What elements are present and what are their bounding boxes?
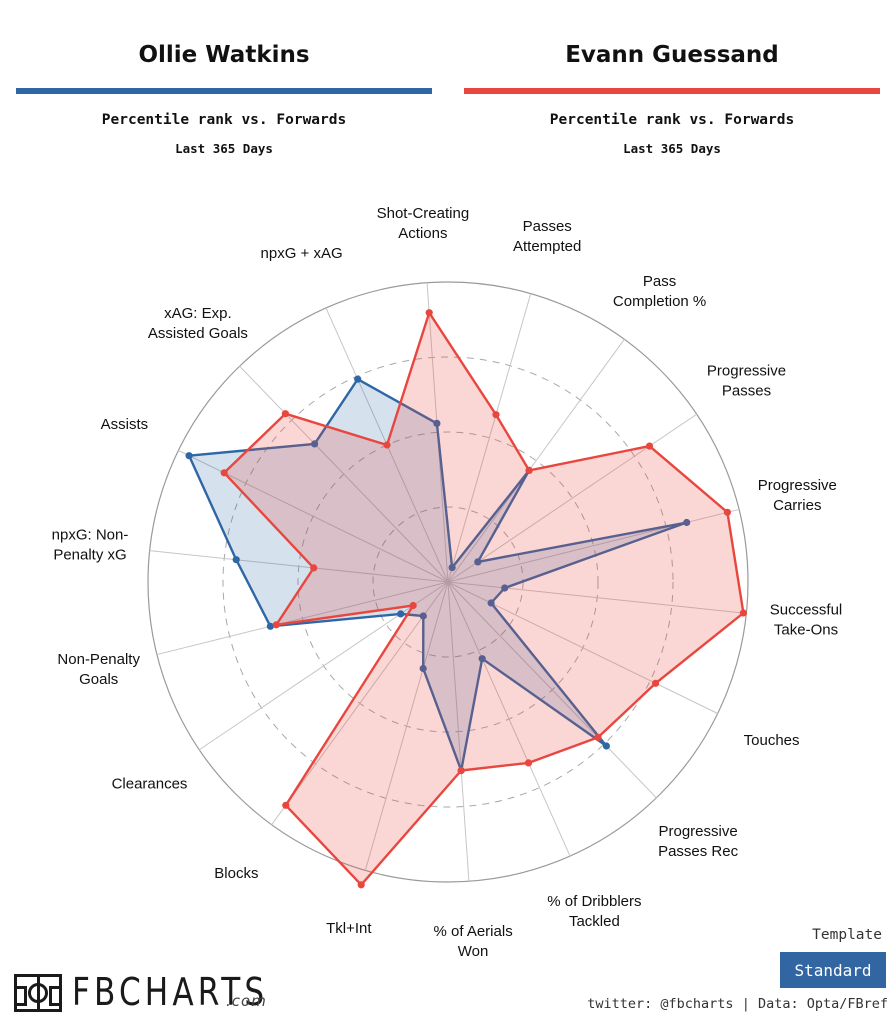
series-1-point-12 — [397, 610, 405, 618]
spoke-4 — [447, 508, 740, 583]
axis-label-14: npxG: Non-Penalty xG — [52, 526, 129, 563]
axis-label-17: npxG + xAG — [261, 245, 343, 262]
series-2-point-13 — [272, 621, 280, 629]
radar-axis-labels: Shot-Creating Actions Passes Attempted Pass C… — [52, 205, 843, 960]
player2-name: Evann Guessand — [565, 42, 779, 68]
grid-ring-3 — [222, 356, 674, 808]
series-1-point-10 — [419, 664, 427, 673]
spoke-5 — [447, 581, 747, 614]
spoke-10 — [364, 581, 449, 871]
series-1-point-11 — [419, 612, 427, 620]
player2-subtitle: Percentile rank vs. Forwards — [549, 112, 795, 128]
logo-suffix: .com — [226, 992, 267, 1010]
player2-color-bar — [464, 88, 880, 94]
player1-name: Ollie Watkins — [138, 42, 310, 68]
series-2-point-0 — [425, 309, 433, 317]
axis-label-5: Successful Take-Ons — [770, 602, 843, 639]
player1-subtitle: Percentile rank vs. Forwards — [101, 112, 347, 128]
spoke-13 — [156, 581, 449, 656]
spoke-1 — [447, 293, 532, 583]
axis-label-15: Assists — [101, 416, 149, 433]
data-credit: twitter: @fbcharts | Data: Opta/FBref — [587, 996, 888, 1012]
spoke-8 — [447, 581, 571, 857]
axis-label-16: xAG: Exp. Assisted Goals — [148, 305, 248, 342]
series-2-point-8 — [524, 759, 533, 767]
template-label: Template — [812, 927, 882, 943]
series-1-point-4 — [683, 518, 691, 527]
series-1-point-17 — [354, 375, 362, 383]
axis-label-3: Progressive Passes — [707, 363, 786, 400]
series-2-point-17 — [383, 441, 391, 449]
radar-series — [185, 309, 748, 889]
series-2-point-7 — [594, 733, 602, 742]
player2-period: Last 365 Days — [623, 141, 721, 156]
outer-ring — [147, 281, 749, 883]
series-2-point-2 — [525, 466, 533, 474]
axis-label-12: Clearances — [112, 775, 188, 792]
player1-period: Last 365 Days — [175, 141, 273, 156]
series-2-point-6 — [652, 679, 660, 687]
spoke-7 — [447, 581, 657, 799]
spoke-12 — [199, 581, 449, 751]
axis-label-13: Non-Penalty Goals — [57, 651, 140, 688]
series-1-point-6 — [487, 599, 495, 607]
spoke-11 — [271, 581, 449, 825]
series-1-point-7 — [602, 742, 611, 750]
axis-label-11: Blocks — [214, 865, 258, 882]
series-1-point-16 — [311, 440, 319, 448]
spoke-2 — [447, 339, 625, 583]
series-1-point-15 — [185, 452, 193, 460]
axis-label-7: Progressive Passes Rec — [658, 823, 739, 860]
axis-label-4: Progressive Carries — [758, 477, 837, 514]
series-2-point-1 — [492, 411, 500, 419]
fbcharts-logo[interactable]: FBCHARTS .com — [14, 968, 311, 1012]
series-2-point-15 — [220, 469, 228, 477]
series-1-point-8 — [478, 655, 486, 663]
axis-label-10: Tkl+Int — [326, 920, 372, 937]
series-1-point-3 — [474, 558, 482, 566]
axis-label-6: Touches — [744, 732, 800, 749]
series-1-point-1 — [448, 564, 456, 572]
series-2-point-16 — [281, 410, 289, 418]
series-2-point-12 — [409, 601, 417, 610]
axis-label-1: Passes Attempted — [513, 218, 581, 255]
series-1-point-13 — [266, 622, 274, 630]
series-2-point-3 — [645, 442, 654, 450]
series-1-point-0 — [433, 419, 441, 427]
series-area-2 — [222, 311, 745, 886]
spoke-3 — [447, 413, 697, 583]
axis-label-8: % of Dribblers Tackled — [547, 893, 641, 930]
series-1-point-14 — [232, 556, 240, 564]
axis-label-2: Pass Completion % — [613, 273, 706, 310]
series-2-point-5 — [739, 609, 748, 617]
axis-label-9: % of Aerials Won — [433, 923, 512, 960]
logo-text: FBCHARTS — [72, 970, 269, 1014]
player1-color-bar — [16, 88, 432, 94]
spoke-16 — [239, 365, 449, 583]
template-badge[interactable]: Standard — [780, 952, 886, 988]
pitch-icon — [14, 974, 62, 1012]
series-2-point-14 — [310, 564, 318, 572]
series-2-point-9 — [457, 766, 465, 775]
series-1-point-5 — [501, 584, 509, 592]
series-2-point-10 — [357, 881, 365, 889]
spoke-14 — [149, 550, 449, 583]
axis-label-0: Shot-Creating Actions — [377, 205, 470, 242]
series-2-point-11 — [282, 801, 290, 809]
spoke-9 — [447, 581, 470, 882]
radar-grid — [147, 281, 749, 883]
series-2-point-4 — [723, 508, 732, 516]
